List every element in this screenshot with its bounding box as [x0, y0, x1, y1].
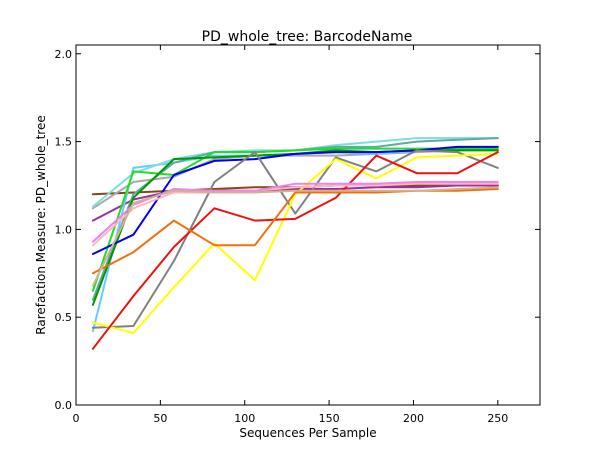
y-tick-label: 1.5 — [55, 136, 73, 149]
y-axis-label: Rarefaction Measure: PD_whole_tree — [34, 115, 48, 334]
y-tick-label: 2.0 — [55, 48, 73, 61]
x-axis-label: Sequences Per Sample — [239, 426, 376, 440]
y-tick-label: 0.5 — [55, 311, 73, 324]
x-axis-ticks: 0 50 100 150 200 250 — [73, 45, 508, 425]
x-tick-label: 200 — [403, 412, 424, 425]
chart-title: PD_whole_tree: BarcodeName — [202, 29, 413, 45]
series-line-14 — [91, 182, 499, 247]
y-tick-label: 1.0 — [55, 223, 73, 236]
series-line-16 — [91, 186, 499, 287]
series-line-12 — [91, 151, 499, 350]
plot-frame — [75, 44, 541, 406]
x-tick-label: 0 — [73, 412, 80, 425]
series-line-13 — [91, 188, 499, 275]
series-line-10 — [91, 149, 499, 329]
x-tick-label: 250 — [487, 412, 508, 425]
series-layer — [91, 137, 499, 350]
y-tick-label: 0.0 — [55, 399, 73, 412]
x-tick-label: 100 — [234, 412, 255, 425]
series-line-11 — [91, 152, 499, 334]
series-line-4 — [91, 145, 499, 333]
x-tick-label: 50 — [153, 412, 167, 425]
x-tick-label: 150 — [319, 412, 340, 425]
y-axis-ticks: 0.0 0.5 1.0 1.5 2.0 — [55, 48, 540, 412]
